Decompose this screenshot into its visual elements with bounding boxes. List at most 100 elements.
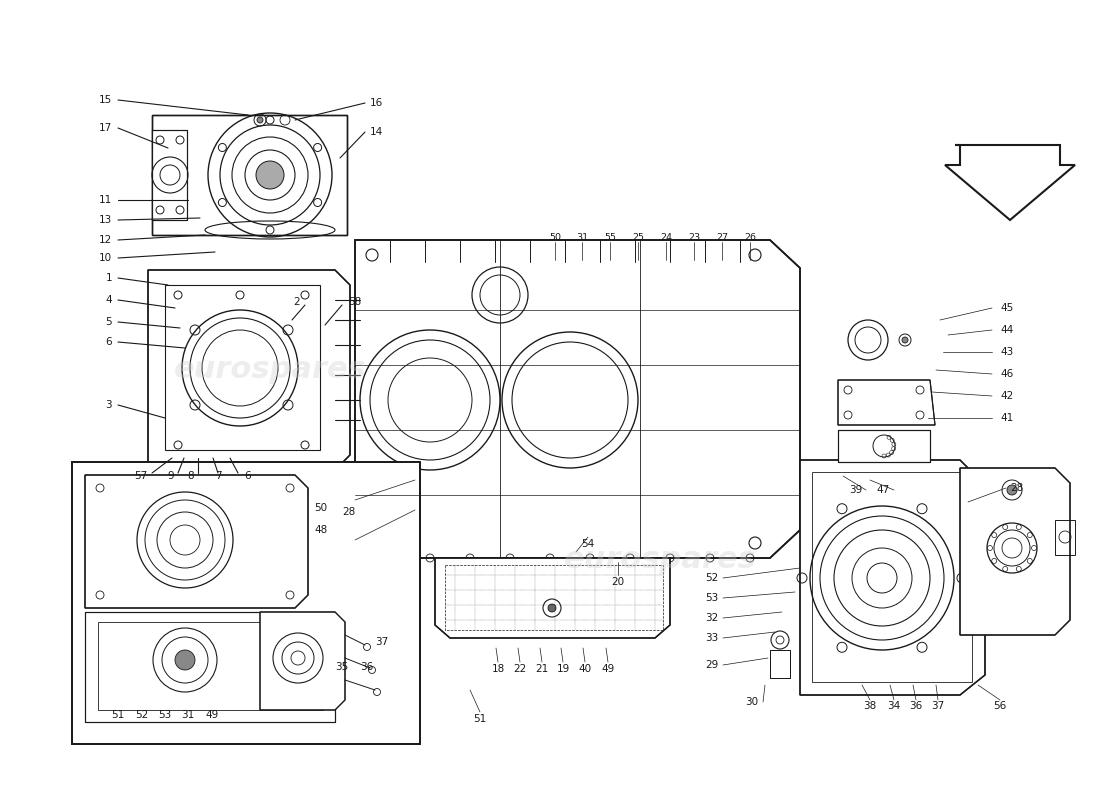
Text: 47: 47: [877, 485, 890, 495]
Text: 52: 52: [135, 710, 149, 720]
Text: 53: 53: [158, 710, 172, 720]
Text: 26: 26: [744, 234, 756, 242]
Bar: [98, 622, 323, 710]
Text: 18: 18: [492, 664, 505, 674]
Text: 43: 43: [1000, 347, 1013, 357]
Text: 54: 54: [582, 539, 595, 549]
Bar: [152, 115, 346, 235]
Text: 51: 51: [111, 710, 124, 720]
Text: 11: 11: [99, 195, 112, 205]
Text: 58: 58: [348, 297, 361, 307]
Text: 2: 2: [294, 297, 300, 307]
Bar: [770, 650, 790, 678]
Text: 15: 15: [99, 95, 112, 105]
Bar: [1055, 520, 1075, 555]
Bar: [72, 462, 420, 744]
Text: 27: 27: [716, 234, 728, 242]
Text: 21: 21: [536, 664, 549, 674]
Text: eurospares: eurospares: [563, 546, 757, 574]
Bar: [152, 115, 346, 235]
Text: 6: 6: [106, 337, 112, 347]
Text: 8: 8: [187, 471, 194, 481]
Text: 37: 37: [375, 637, 388, 647]
Text: 4: 4: [106, 295, 112, 305]
Text: eurospares: eurospares: [174, 355, 366, 385]
Text: 57: 57: [134, 471, 147, 481]
Text: 45: 45: [1000, 303, 1013, 313]
Text: 24: 24: [660, 234, 672, 242]
Text: 55: 55: [604, 234, 616, 242]
Bar: [812, 472, 972, 682]
Polygon shape: [960, 468, 1070, 635]
Circle shape: [175, 650, 195, 670]
Polygon shape: [355, 240, 800, 558]
Text: 31: 31: [576, 234, 588, 242]
Text: 28: 28: [1010, 483, 1023, 493]
Bar: [85, 612, 336, 722]
Circle shape: [256, 161, 284, 189]
Text: 5: 5: [106, 317, 112, 327]
Polygon shape: [838, 380, 935, 425]
Text: 33: 33: [705, 633, 718, 643]
Text: 39: 39: [849, 485, 862, 495]
Text: 36: 36: [910, 701, 923, 711]
Bar: [152, 130, 187, 220]
Text: 42: 42: [1000, 391, 1013, 401]
Text: 17: 17: [99, 123, 112, 133]
Bar: [165, 285, 320, 450]
Polygon shape: [260, 612, 345, 710]
Text: 34: 34: [888, 701, 901, 711]
Text: 31: 31: [182, 710, 195, 720]
Text: 12: 12: [99, 235, 112, 245]
Text: 22: 22: [514, 664, 527, 674]
Text: 20: 20: [612, 577, 625, 587]
Bar: [770, 650, 790, 678]
Text: 13: 13: [99, 215, 112, 225]
Text: 6: 6: [244, 471, 251, 481]
Circle shape: [257, 117, 263, 123]
Polygon shape: [434, 558, 670, 638]
Polygon shape: [800, 460, 984, 695]
Text: 23: 23: [688, 234, 700, 242]
Text: 19: 19: [557, 664, 570, 674]
Bar: [72, 462, 420, 744]
Bar: [446, 565, 663, 630]
Text: 14: 14: [370, 127, 383, 137]
Text: 52: 52: [705, 573, 718, 583]
Text: 46: 46: [1000, 369, 1013, 379]
Text: 35: 35: [336, 662, 349, 672]
Text: 56: 56: [993, 701, 1007, 711]
Text: 32: 32: [705, 613, 718, 623]
Text: 36: 36: [360, 662, 373, 672]
Text: 50: 50: [314, 503, 327, 513]
Circle shape: [548, 604, 556, 612]
Text: 28: 28: [342, 507, 355, 517]
Bar: [152, 130, 187, 220]
Text: 49: 49: [602, 664, 615, 674]
Polygon shape: [85, 475, 308, 608]
Text: 40: 40: [579, 664, 592, 674]
Text: 7: 7: [214, 471, 221, 481]
Polygon shape: [945, 145, 1075, 220]
Text: 49: 49: [206, 710, 219, 720]
Text: 37: 37: [932, 701, 945, 711]
Text: 10: 10: [99, 253, 112, 263]
Bar: [838, 430, 930, 462]
Text: 29: 29: [705, 660, 718, 670]
Text: 53: 53: [705, 593, 718, 603]
Text: 30: 30: [745, 697, 758, 707]
Text: 51: 51: [473, 714, 486, 724]
Text: 50: 50: [549, 234, 561, 242]
Text: 48: 48: [314, 525, 328, 535]
Bar: [85, 612, 336, 722]
Text: 16: 16: [370, 98, 383, 108]
Text: 1: 1: [106, 273, 112, 283]
Polygon shape: [148, 270, 350, 470]
Bar: [838, 430, 930, 462]
Text: 3: 3: [106, 400, 112, 410]
Circle shape: [1006, 485, 1018, 495]
Text: 41: 41: [1000, 413, 1013, 423]
Circle shape: [902, 337, 908, 343]
Text: 25: 25: [632, 234, 644, 242]
Text: 44: 44: [1000, 325, 1013, 335]
